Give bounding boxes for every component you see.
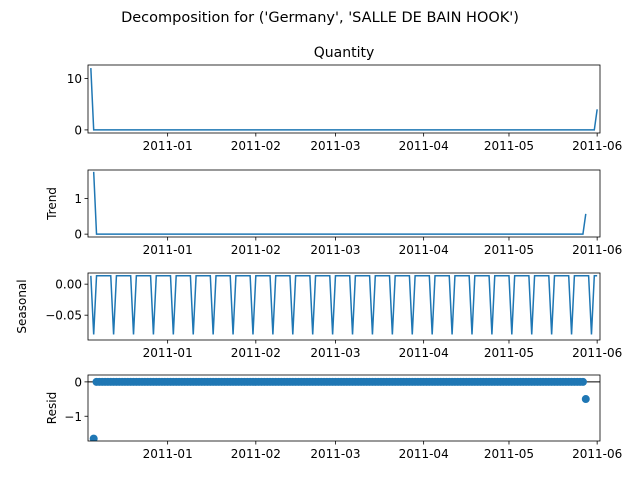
y-tick-label: 0.00	[55, 278, 82, 292]
x-tick-label: 2011-06	[572, 139, 622, 153]
resid-point	[578, 377, 587, 386]
axes-frame	[87, 272, 601, 341]
figure-suptitle: Decomposition for ('Germany', 'SALLE DE …	[121, 10, 519, 26]
resid-outlier-point	[89, 434, 98, 441]
x-tick-label: 2011-05	[484, 447, 534, 461]
panel-3: 0.00 −0.05 2011-01 2011-02 2011-03 2011-04 201…	[15, 272, 622, 360]
x-tick-label: 2011-06	[572, 447, 622, 461]
x-tick-label: 2011-03	[310, 346, 360, 360]
y-axis-label: Trend	[45, 187, 59, 221]
plot-area	[90, 275, 598, 335]
y-axis-label: Seasonal	[15, 279, 29, 333]
y-tick-label: −1	[64, 410, 82, 424]
x-tick-label: 2011-01	[143, 346, 193, 360]
x-tick-label: 2011-02	[231, 346, 281, 360]
x-tick-label: 2011-03	[310, 447, 360, 461]
y-tick-label: 1	[74, 192, 82, 206]
x-tick-label: 2011-04	[399, 139, 449, 153]
x-tick-label: 2011-05	[484, 346, 534, 360]
panel-2: 0 1 2011-01 2011-02 2011-03 2011-04 2011-05 201…	[45, 169, 622, 257]
panel-1: 0 10 2011-01 2011-02 2011-03 2011-04 2011-05 20…	[67, 45, 623, 153]
x-tick-label: 2011-06	[572, 243, 622, 257]
x-tick-label: 2011-01	[143, 139, 193, 153]
y-tick-label: 10	[67, 72, 82, 86]
y-tick-label: −0.05	[45, 309, 82, 323]
x-tick-label: 2011-02	[231, 243, 281, 257]
x-tick-label: 2011-04	[399, 346, 449, 360]
x-tick-label: 2011-02	[231, 447, 281, 461]
y-axis-label: Resid	[45, 392, 59, 424]
x-tick-label: 2011-02	[231, 139, 281, 153]
x-tick-label: 2011-05	[484, 243, 534, 257]
y-tick-label: 0	[74, 123, 82, 137]
x-tick-label: 2011-04	[399, 243, 449, 257]
y-tick-label: 0	[74, 375, 82, 389]
series-line	[90, 68, 598, 131]
axes-frame	[87, 169, 601, 238]
axes-frame	[87, 64, 601, 134]
plot-area	[90, 68, 598, 131]
x-tick-label: 2011-01	[143, 447, 193, 461]
x-tick-label: 2011-04	[399, 447, 449, 461]
x-tick-label: 2011-01	[143, 243, 193, 257]
series-line	[92, 171, 587, 235]
panel-4: 0 −1 2011-01 2011-02 2011-03 2011-04 2011-05 20…	[45, 374, 622, 461]
resid-outlier-point	[581, 395, 590, 404]
x-tick-label: 2011-06	[572, 346, 622, 360]
panel-title: Quantity	[314, 45, 375, 61]
y-tick-label: 0	[74, 228, 82, 242]
plot-area	[92, 171, 587, 235]
x-tick-label: 2011-05	[484, 139, 534, 153]
seasonal-line	[90, 275, 598, 335]
x-tick-label: 2011-03	[310, 243, 360, 257]
axes-frame	[87, 374, 601, 442]
plot-area	[88, 377, 600, 441]
x-tick-label: 2011-03	[310, 139, 360, 153]
